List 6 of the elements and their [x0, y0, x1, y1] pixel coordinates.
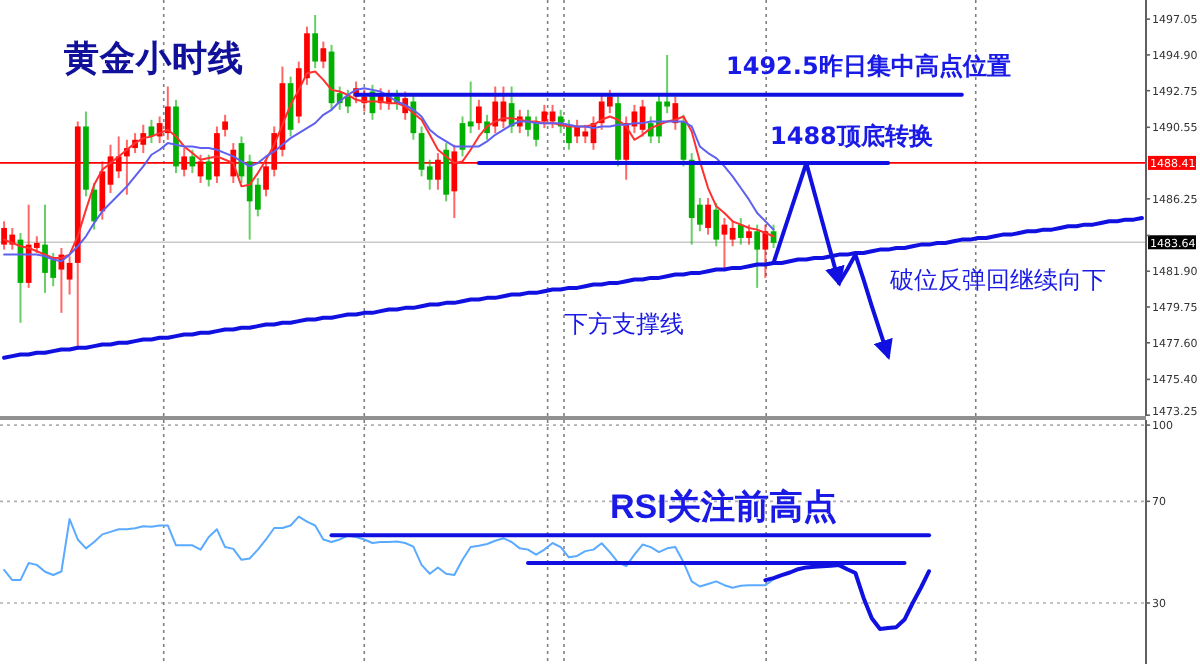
annotation: 1492.5昨日集中高点位置 — [726, 52, 1011, 80]
annotation: 破位反弹回继续向下 — [888, 266, 1106, 294]
annotation: 1488顶底转换 — [770, 122, 933, 150]
annotation: 下方支撑线 — [564, 310, 684, 338]
annotation: RSI关注前高点 — [610, 488, 837, 526]
text: 黄金小时线 — [62, 38, 244, 80]
